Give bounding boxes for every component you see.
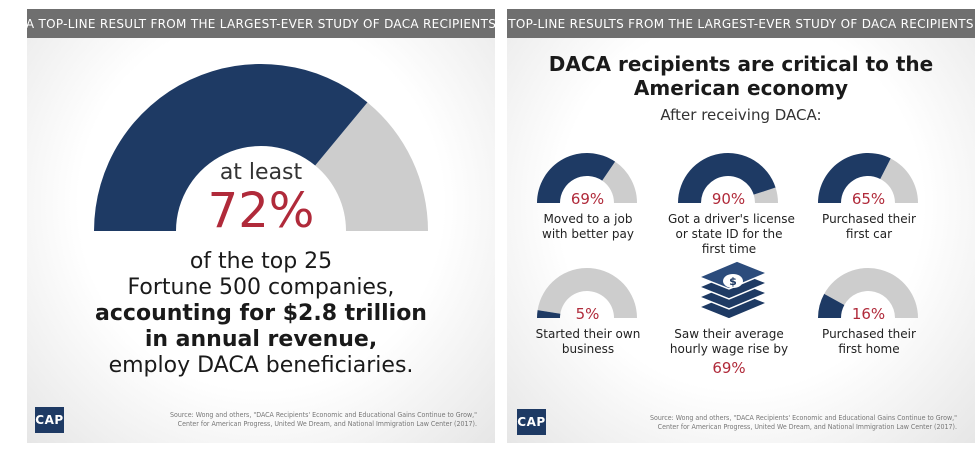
source-line-2: Center for American Progress, United We … — [657, 423, 957, 431]
item-label-line-1: Started their own — [535, 327, 641, 341]
gauge-percent-label: 69% — [570, 190, 605, 208]
right-infographic-panel: TOP-LINE RESULTS FROM THE LARGEST-EVER S… — [507, 9, 975, 443]
gauge-percent-label: 16% — [851, 305, 886, 323]
gauge-2-remaining-arc — [753, 187, 778, 203]
at-least-label: at least — [219, 160, 303, 185]
gauge-72-remaining-arc — [315, 102, 428, 232]
gauge-2 — [678, 152, 778, 203]
item-label-line-1: Moved to a job — [543, 212, 633, 226]
big-gauge-chart — [94, 64, 428, 232]
item-label-line-2: hourly wage rise by — [669, 342, 789, 356]
gauge-1-value-arc — [537, 152, 616, 203]
source-line-1: Source: Wong and others, "DACA Recipient… — [170, 411, 477, 419]
gauge-1-remaining-arc — [602, 161, 637, 203]
title-line-1: DACA recipients are critical to the — [548, 52, 934, 76]
panel-header: TOP-LINE RESULTS FROM THE LARGEST-EVER S… — [507, 9, 975, 38]
item-label-line-3: first time — [701, 242, 757, 256]
wage-rise-percent: 69% — [712, 359, 746, 377]
gauge-3-value-arc — [818, 153, 891, 203]
panel-background — [507, 9, 975, 443]
subtitle: After receiving DACA: — [660, 106, 822, 124]
gauge-4-value-arc — [537, 310, 561, 318]
panel-header: A TOP-LINE RESULT FROM THE LARGEST-EVER … — [27, 9, 495, 38]
body-line-2: Fortune 500 companies, — [127, 275, 395, 300]
source-line-2: Center for American Progress, United We … — [177, 420, 477, 428]
item-label-line-2: first home — [838, 342, 900, 356]
body-line-3: accounting for $2.8 trillion — [95, 301, 427, 326]
gauge-4-remaining-arc — [537, 268, 637, 318]
source-citation: Source: Wong and others, "DACA Recipient… — [170, 411, 477, 429]
body-line-5: employ DACA beneficiaries. — [108, 353, 414, 378]
gauge-1 — [537, 152, 637, 203]
source-line-1: Source: Wong and others, "DACA Recipient… — [650, 414, 957, 422]
gauge-3-remaining-arc — [880, 158, 918, 203]
gauge-3 — [818, 153, 918, 203]
dollar-badge — [723, 274, 743, 288]
gauge-4 — [537, 268, 637, 318]
source-citation: Source: Wong and others, "DACA Recipient… — [650, 414, 957, 432]
cap-logo: CAP — [35, 407, 64, 433]
item-label-line-1: Purchased their — [822, 327, 916, 341]
gauge-5-remaining-arc — [824, 267, 918, 318]
item-label-line-1: Saw their average — [674, 327, 784, 341]
title-line-2: American economy — [633, 76, 849, 100]
gauge-2-value-arc — [678, 152, 776, 203]
item-label-line-2: or state ID for the — [675, 227, 783, 241]
item-label-line-2: business — [561, 342, 615, 356]
body-line-4: in annual revenue, — [144, 327, 378, 352]
left-infographic-panel: A TOP-LINE RESULT FROM THE LARGEST-EVER … — [27, 9, 495, 443]
item-label-line-1: Purchased their — [822, 212, 916, 226]
item-label-line-2: first car — [845, 227, 893, 241]
gauge-percent-label: 65% — [851, 190, 886, 208]
item-label-line-1: Got a driver's license — [668, 212, 795, 226]
small-gauges-chart: $ — [537, 152, 918, 320]
body-line-1: of the top 25 — [189, 249, 333, 274]
money-stack-icon: $ — [697, 260, 769, 320]
item-label-line-2: with better pay — [542, 227, 634, 241]
gauge-72 — [94, 64, 428, 232]
gauge-72-value-arc — [94, 64, 368, 231]
gauge-5 — [818, 267, 918, 318]
gauge-percent-label: 5% — [575, 305, 600, 323]
gauge-percent-label: 90% — [711, 190, 746, 208]
big-percent-label: 72% — [207, 183, 315, 239]
gauge-5-value-arc — [818, 293, 845, 318]
cap-logo: CAP — [517, 409, 546, 435]
dollar-sign-icon: $ — [729, 275, 737, 288]
